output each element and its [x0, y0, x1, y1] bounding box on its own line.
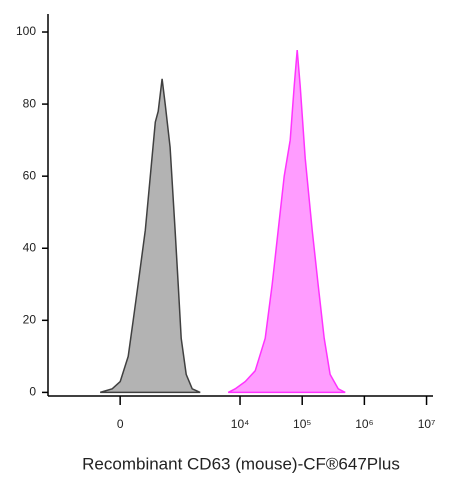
histogram-area [227, 49, 346, 394]
x-tick-label: 10⁷ [418, 417, 436, 431]
x-tick-label: 10⁶ [355, 417, 373, 431]
y-tick-label: 60 [23, 168, 37, 182]
y-tick-label: 20 [23, 312, 37, 326]
x-tick-label: 10⁴ [231, 417, 250, 431]
y-tick-label: 0 [29, 385, 36, 399]
histogram-area [99, 78, 201, 394]
x-tick-label: 10⁵ [293, 417, 311, 431]
x-axis-label: Recombinant CD63 (mouse)-CF®647Plus [82, 454, 400, 473]
y-tick-label: 80 [23, 96, 37, 110]
x-tick-label: 0 [117, 417, 124, 431]
y-tick-label: 40 [23, 240, 37, 254]
y-tick-label: 100 [16, 24, 36, 38]
